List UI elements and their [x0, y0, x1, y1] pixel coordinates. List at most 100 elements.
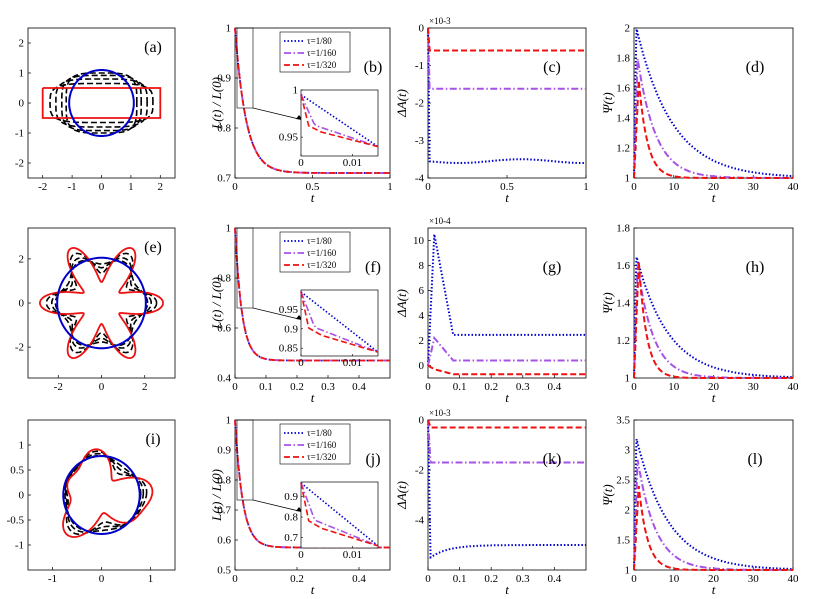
series-line: [427, 234, 586, 366]
y-tick-label: 1: [625, 373, 631, 385]
axes-frame: [633, 27, 794, 179]
panel-label: (g): [543, 259, 562, 276]
x-tick-label: 0: [99, 381, 105, 393]
intermediate-contour: [65, 72, 138, 134]
series-line: [633, 438, 793, 571]
y-axis-label: ΔA(t): [394, 89, 409, 118]
inset-x-tick-label: 0: [298, 549, 304, 561]
series-line: [633, 261, 793, 379]
panel-label: (j): [365, 451, 380, 468]
y-axis-label: ΔA(t): [394, 289, 409, 318]
x-tick-label: 0: [631, 181, 637, 193]
x-tick-label: 0.1: [453, 381, 467, 393]
series-line: [427, 419, 586, 429]
zoom-arrow: [252, 307, 304, 321]
y-tick-label: 0: [419, 23, 425, 35]
x-tick-label: 0.3: [516, 573, 530, 585]
x-tick-label: 30: [748, 573, 760, 585]
x-tick-label: 1: [148, 573, 154, 585]
y-tick-label: 0.6: [217, 535, 231, 547]
y-tick-label: 2: [625, 505, 631, 517]
y-tick-label: 0.8: [217, 475, 231, 487]
y-tick-label: -0.5: [7, 515, 25, 527]
x-tick-label: 0: [232, 573, 238, 585]
y-tick-label: 0: [419, 360, 425, 372]
x-axis-label: t: [505, 190, 509, 205]
panel-label: (h): [746, 259, 765, 276]
y-axis-label: L(t) / L(0): [209, 277, 224, 330]
y-tick-label: -3: [415, 135, 425, 147]
y-tick-label: 2.5: [616, 475, 630, 487]
x-axis-label: t: [311, 582, 315, 597]
inset-series-line: [300, 94, 379, 148]
x-tick-label: -1: [48, 573, 57, 585]
x-tick-label: 20: [708, 573, 720, 585]
x-tick-label: 0.3: [321, 381, 335, 393]
x-tick-label: 0.5: [306, 181, 320, 193]
inset-x-tick-label: 0: [298, 157, 304, 169]
x-tick-label: 0: [99, 573, 105, 585]
intermediate-contour: [61, 74, 142, 132]
panel-label: (k): [543, 451, 562, 468]
x-tick-label: -2: [38, 181, 47, 193]
x-tick-label: 20: [708, 381, 720, 393]
panel-h: 0 10 20 30 40 1 1.2 1.4 1.6 1.8 t Ψ(t) (h): [600, 223, 799, 406]
x-tick-label: 0: [232, 381, 238, 393]
axes-frame: [427, 419, 587, 571]
y-tick-label: 3: [625, 445, 631, 457]
intermediate-contour: [64, 452, 145, 533]
series-line: [427, 335, 586, 366]
x-tick-label: 0: [631, 573, 637, 585]
legend-label: τ=1/80: [307, 236, 332, 246]
y-tick-label: 0: [419, 415, 425, 427]
legend: τ=1/80 τ=1/160 τ=1/320: [279, 231, 351, 273]
y-tick-label: 1: [625, 565, 631, 577]
y-tick-label: 6: [419, 285, 425, 297]
series-line: [427, 364, 586, 376]
y-tick-label: -1: [15, 540, 24, 552]
x-tick-label: 1: [128, 181, 134, 193]
inset-x-tick-label: 0.01: [343, 549, 362, 561]
intermediate-contour: [65, 450, 148, 536]
y-tick-label: 1: [19, 440, 25, 452]
panel-g: 0 0.1 0.2 0.3 0.4 0 2 4 6 8 10 ×10-4 t ΔA(t) (g): [394, 216, 587, 405]
x-axis-label: t: [712, 190, 716, 205]
zoom-rectangle: [236, 419, 254, 501]
inset-series-line: [300, 482, 379, 547]
y-tick-label: 1.2: [616, 143, 630, 155]
panel-f: 0 0.1 0.2 0.3 0.4 0.4 0.6 0.8 1 t L(t) / L(0) τ=1/8…: [209, 223, 391, 405]
series-line: [633, 266, 793, 379]
x-tick-label: 0: [631, 381, 637, 393]
zoom-rectangle: [236, 27, 254, 109]
panel-label: (c): [543, 59, 561, 76]
axes-frame: [427, 227, 587, 379]
legend-box: [279, 31, 351, 73]
y-tick-label: 0.5: [217, 565, 231, 577]
panel-label: (l): [747, 451, 762, 468]
y-tick-label: 8: [419, 260, 425, 272]
y-tick-label: 0.9: [217, 445, 231, 457]
y-tick-label: 1.8: [616, 223, 630, 235]
y-tick-label: 1: [226, 415, 232, 427]
inset-x-tick-label: 0: [298, 357, 304, 369]
axes-frame: [234, 419, 391, 571]
intermediate-contour: [51, 257, 152, 349]
initial-contour: [38, 246, 164, 360]
y-tick-label: 0: [19, 490, 25, 502]
legend-label: τ=1/160: [307, 48, 337, 58]
axis-exponent: ×10-3: [429, 16, 451, 26]
x-tick-label: 10: [668, 573, 680, 585]
y-tick-label: -2: [15, 342, 24, 354]
panel-d: 0 10 20 30 40 1 1.2 1.4 1.6 1.8 2 t Ψ(t) (d): [600, 23, 799, 206]
inset-frame: [300, 89, 379, 157]
x-tick-label: 0.2: [484, 381, 498, 393]
y-tick-label: 1: [226, 223, 232, 235]
y-tick-label: 1: [625, 173, 631, 185]
x-tick-label: 10: [668, 381, 680, 393]
series-line: [633, 459, 793, 571]
x-tick-label: 0: [425, 181, 431, 193]
inset-y-tick-label: 1: [293, 85, 299, 97]
y-tick-label: 1: [226, 23, 232, 35]
inset-series-line: [300, 291, 379, 353]
